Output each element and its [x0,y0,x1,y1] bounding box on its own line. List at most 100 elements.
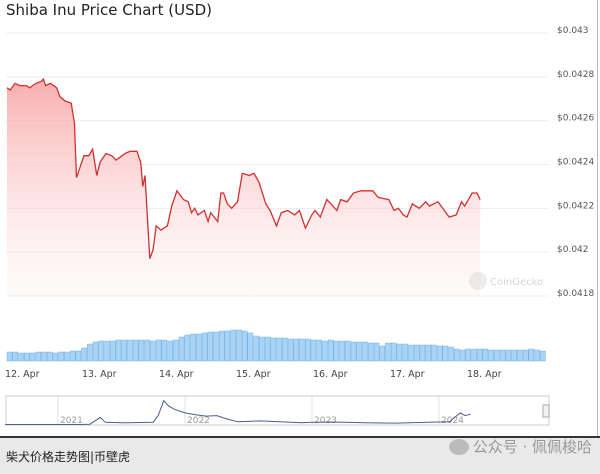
volume-bar [58,351,64,362]
volume-bar [282,337,288,362]
volume-bar [121,339,127,362]
volume-bar [161,339,168,362]
volume-bar [264,336,271,362]
navigator-year-label: 2021 [60,416,83,426]
y-tick-label: $0.0426 [557,114,594,124]
volume-bar [471,348,477,362]
right-border [597,0,598,436]
volume-bar [75,350,82,362]
volume-bar [373,342,380,362]
volume-bar [327,339,334,362]
volume-bar [316,339,322,362]
volume-bar [201,332,208,362]
volume-bar [528,348,535,362]
volume-bar [477,348,483,362]
volume-bar [213,331,219,362]
volume-bar [402,343,408,362]
x-tick-label: 13. Apr [82,369,117,380]
navigator-year-label: 2022 [187,416,210,426]
volume-bar [517,349,523,362]
volume-bar [81,347,87,362]
wechat-icon [448,438,469,455]
x-tick-label: 16. Apr [313,369,348,380]
volume-bar [385,342,391,362]
volume-bar [195,333,202,362]
volume-bar [436,345,443,362]
volume-bar [293,338,300,362]
volume-bar [173,339,179,362]
volume-bar [18,352,24,362]
y-tick-label: $0.0418 [557,289,594,299]
volume-bars [6,329,546,362]
y-tick-label: $0.043 [557,26,589,36]
volume-bar [499,349,506,362]
volume-bar [167,340,173,362]
volume-bar [92,341,99,362]
volume-bar [413,344,420,362]
x-tick-label: 12. Apr [5,369,40,380]
volume-bar [540,350,546,362]
footer: 柴犬价格走势图|币壁虎 公众号 · 佩佩梭哈 [0,436,600,474]
volume-bar [310,339,317,362]
y-axis: $0.043 $0.0428 $0.0426 $0.0424 $0.0422 $0.042… [557,26,594,299]
volume-bar [64,351,70,362]
navigator-frame [5,395,550,426]
volume-bar [253,335,259,362]
volume-bar [339,340,345,362]
volume-bar [52,352,59,362]
volume-bar [218,330,225,362]
y-tick-label: $0.0424 [557,158,594,168]
navigator-line [5,399,471,425]
volume-bar [155,339,162,362]
volume-bar [178,336,185,362]
volume-bar [115,339,122,362]
volume-bar [408,344,414,362]
volume-bar [362,341,368,362]
volume-bar [241,330,248,362]
volume-bar [224,330,231,362]
volume-bar [109,340,116,362]
volume-bar [505,349,512,362]
volume-bar [230,329,236,362]
price-area [7,79,481,296]
volume-bar [29,352,36,362]
volume-bar [69,350,76,362]
x-axis: 12. Apr 13. Apr 14. Apr 15. Apr 16. Apr 17. A… [5,369,502,380]
volume-bar [379,345,386,362]
volume-bar [494,349,500,362]
x-tick-label: 18. Apr [467,369,502,380]
volume-bar [425,344,431,362]
navigator-year-label: 2023 [314,416,337,426]
caption: 柴犬价格走势图|币壁虎 [6,450,131,464]
price-chart: $0.043 $0.0428 $0.0426 $0.0424 $0.0422 $0.042… [5,26,594,426]
navigator-handle[interactable] [542,404,550,418]
volume-bar [24,352,30,362]
volume-bar [448,346,454,362]
volume-bar [46,351,53,362]
volume-bar [482,348,489,362]
volume-bar [104,340,110,362]
x-tick-label: 14. Apr [159,369,194,380]
volume-bar [305,338,311,362]
coingecko-watermark: CoinGecko [469,272,543,290]
volume-bar [236,329,242,362]
volume-bar [350,341,357,362]
navigator-year-label: 2024 [441,416,464,426]
volume-bar [144,339,150,362]
volume-bar [150,340,156,362]
volume-bar [522,349,529,362]
volume-bar [190,333,196,362]
volume-bar [419,344,426,362]
volume-bar [287,338,294,362]
volume-bar [431,344,437,362]
y-tick-label: $0.0422 [557,201,594,211]
volume-bar [35,351,42,362]
volume-bar [442,345,449,362]
volume-bar [322,340,328,362]
volume-bar [207,331,213,362]
volume-bar [6,351,13,362]
price-line [6,77,481,259]
wechat-watermark: 公众号 · 佩佩梭哈 [448,436,592,457]
x-tick-label: 15. Apr [236,369,271,380]
volume-bar [127,339,133,362]
